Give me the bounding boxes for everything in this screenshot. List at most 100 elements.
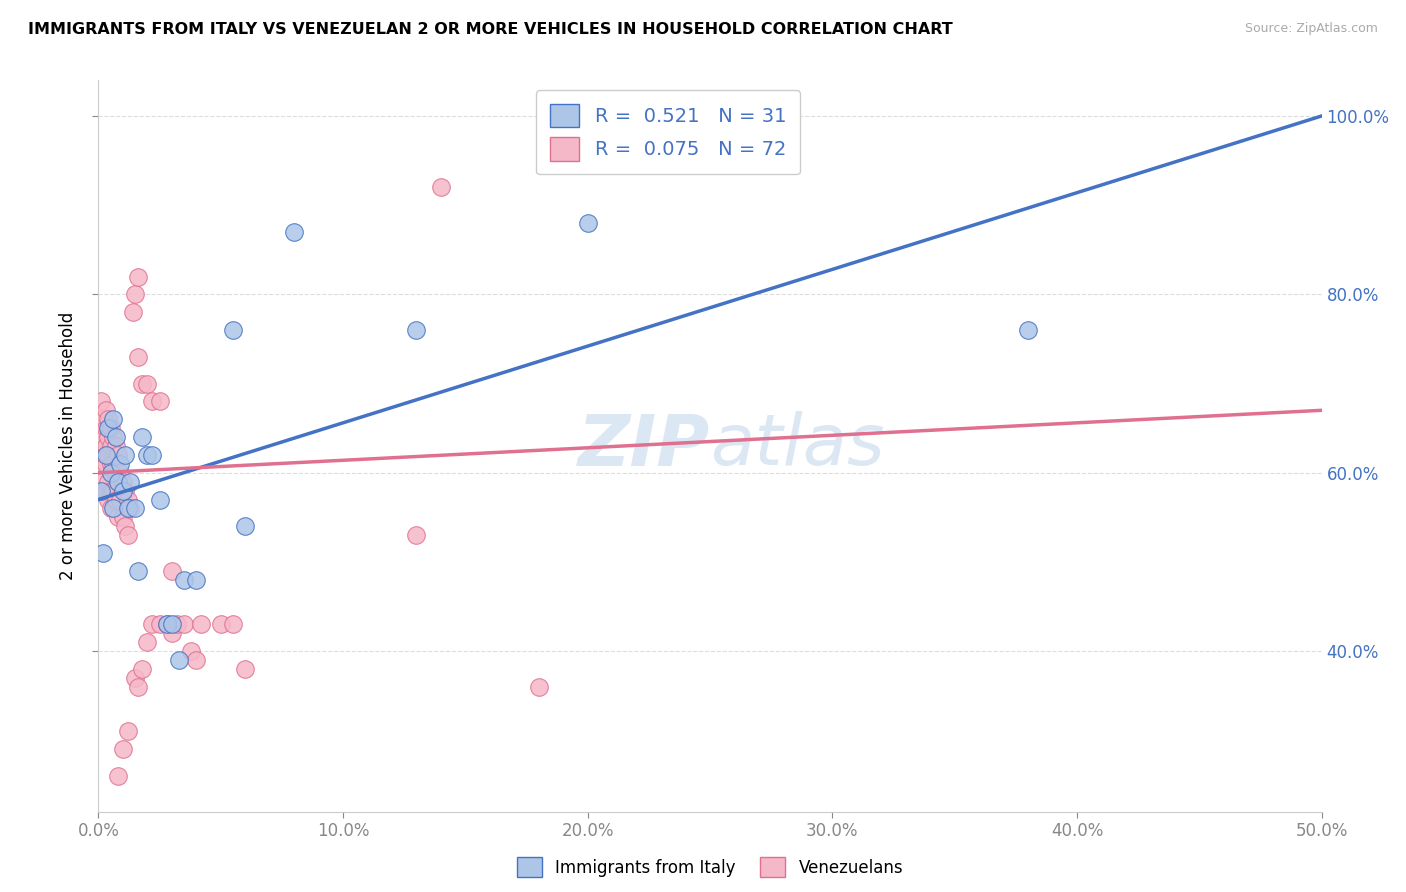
Point xyxy=(111,742,134,756)
Point xyxy=(117,501,139,516)
Point xyxy=(160,626,183,640)
Point xyxy=(100,439,122,453)
Point xyxy=(120,501,142,516)
Point xyxy=(94,457,117,471)
Point xyxy=(117,528,139,542)
Point xyxy=(111,475,134,489)
Point xyxy=(100,421,122,435)
Point xyxy=(91,483,114,498)
Point xyxy=(104,430,127,444)
Point xyxy=(101,457,124,471)
Point xyxy=(94,403,117,417)
Point xyxy=(91,430,114,444)
Point xyxy=(101,430,124,444)
Point xyxy=(117,724,139,739)
Point xyxy=(222,617,245,632)
Point xyxy=(136,635,159,649)
Legend: Immigrants from Italy, Venezuelans: Immigrants from Italy, Venezuelans xyxy=(510,850,910,884)
Point xyxy=(209,617,232,632)
Point xyxy=(190,617,212,632)
Point xyxy=(136,376,159,391)
Point xyxy=(100,466,122,480)
Point xyxy=(90,483,112,498)
Point xyxy=(527,680,550,694)
Point xyxy=(97,430,120,444)
Point xyxy=(149,394,172,409)
Point xyxy=(166,617,188,632)
Point xyxy=(94,483,117,498)
Text: ZIP: ZIP xyxy=(578,411,710,481)
Point xyxy=(233,519,256,533)
Point xyxy=(90,421,112,435)
Point xyxy=(127,680,149,694)
Point xyxy=(167,653,190,667)
Text: atlas: atlas xyxy=(710,411,884,481)
Point xyxy=(131,376,153,391)
Point xyxy=(107,475,129,489)
Point xyxy=(100,501,122,516)
Point xyxy=(430,180,453,194)
Text: IMMIGRANTS FROM ITALY VS VENEZUELAN 2 OR MORE VEHICLES IN HOUSEHOLD CORRELATION : IMMIGRANTS FROM ITALY VS VENEZUELAN 2 OR… xyxy=(28,22,953,37)
Point xyxy=(186,573,208,587)
Point xyxy=(111,510,134,524)
Point xyxy=(127,269,149,284)
Point xyxy=(97,475,120,489)
Point xyxy=(107,448,129,462)
Point xyxy=(173,617,195,632)
Point xyxy=(101,501,124,516)
Point xyxy=(405,323,427,337)
Point xyxy=(131,662,153,676)
Point xyxy=(104,492,127,507)
Point xyxy=(124,671,146,685)
Point xyxy=(160,617,183,632)
Point xyxy=(124,287,146,301)
Point xyxy=(141,394,163,409)
Point xyxy=(131,430,153,444)
Point xyxy=(136,448,159,462)
Point xyxy=(186,653,208,667)
Point xyxy=(110,466,132,480)
Point xyxy=(173,573,195,587)
Point xyxy=(94,421,117,435)
Point xyxy=(156,617,179,632)
Point xyxy=(117,492,139,507)
Point xyxy=(90,448,112,462)
Point xyxy=(127,350,149,364)
Point xyxy=(149,492,172,507)
Point xyxy=(91,546,114,560)
Point xyxy=(104,466,127,480)
Point xyxy=(114,483,136,498)
Point xyxy=(114,519,136,533)
Point xyxy=(283,225,305,239)
Point xyxy=(97,448,120,462)
Point xyxy=(120,475,142,489)
Point xyxy=(107,769,129,783)
Point xyxy=(97,421,120,435)
Point xyxy=(97,412,120,426)
Point xyxy=(149,617,172,632)
Point xyxy=(121,305,143,319)
Point xyxy=(110,457,132,471)
Point xyxy=(141,617,163,632)
Point xyxy=(101,412,124,426)
Point xyxy=(101,483,124,498)
Point xyxy=(107,475,129,489)
Point xyxy=(97,492,120,507)
Point xyxy=(90,394,112,409)
Point xyxy=(114,448,136,462)
Point xyxy=(94,439,117,453)
Point xyxy=(100,457,122,471)
Point xyxy=(100,483,122,498)
Point xyxy=(156,617,179,632)
Point xyxy=(141,448,163,462)
Point xyxy=(94,448,117,462)
Point xyxy=(180,644,202,658)
Point xyxy=(405,528,427,542)
Point xyxy=(127,564,149,578)
Point xyxy=(160,564,183,578)
Point xyxy=(222,323,245,337)
Point xyxy=(91,412,114,426)
Point xyxy=(90,475,112,489)
Point xyxy=(104,439,127,453)
Point xyxy=(124,501,146,516)
